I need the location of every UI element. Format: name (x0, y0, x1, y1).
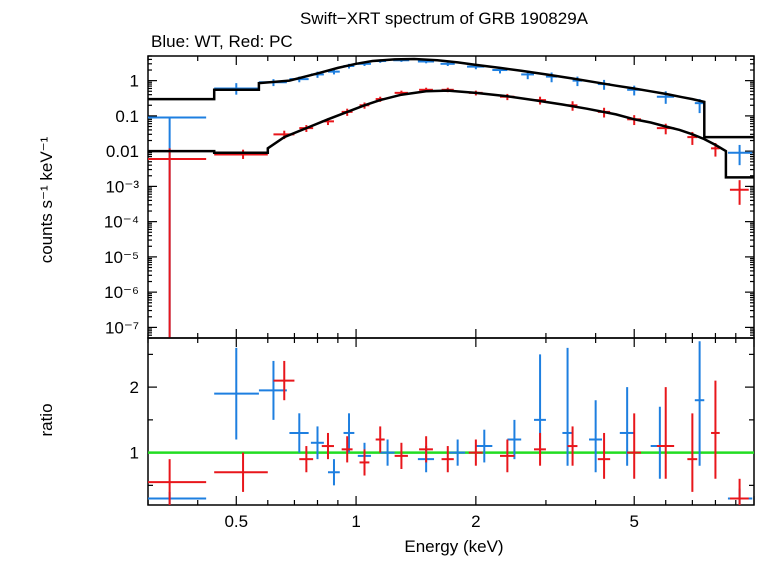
x-tick-label: 5 (629, 512, 638, 531)
chart-subtitle: Blue: WT, Red: PC (151, 32, 293, 51)
y-tick-label: 0.01 (106, 142, 139, 161)
x-tick-label: 2 (471, 512, 480, 531)
y-tick-label: 2 (130, 378, 139, 397)
x-tick-label: 0.5 (224, 512, 248, 531)
series-0 (148, 58, 753, 338)
spectrum-panel: 1 0.1 0.01 10⁻³ 10⁻⁴ 10⁻⁵ 10⁻⁶ 10⁻⁷ (104, 55, 755, 339)
y-tick-label: 10⁻⁷ (105, 318, 139, 337)
y-tick-label: 1 (130, 72, 139, 91)
ratio-panel: 1 2 0.5 1 2 5 (130, 337, 755, 531)
panel-frame (147, 55, 755, 339)
y-tick-label: 10⁻⁶ (104, 283, 139, 302)
panel-frame (147, 337, 755, 506)
y-tick-label: 10⁻³ (105, 177, 139, 196)
y-tick-label: 1 (130, 444, 139, 463)
x-axis-label: Energy (keV) (404, 537, 503, 556)
y-axis-label-ratio: ratio (37, 403, 56, 436)
y-axis-label-spectrum: counts s⁻¹ keV⁻¹ (37, 136, 56, 263)
model-line-1 (148, 89, 754, 179)
y-tick-label: 0.1 (115, 107, 139, 126)
model-line-0 (148, 57, 754, 139)
x-tick-label: 1 (351, 512, 360, 531)
y-tick-label: 10⁻⁴ (104, 213, 139, 232)
y-tick-label: 10⁻⁵ (104, 248, 139, 267)
series-0 (148, 341, 753, 505)
chart-title: Swift−XRT spectrum of GRB 190829A (300, 9, 589, 28)
series-1 (148, 360, 749, 505)
